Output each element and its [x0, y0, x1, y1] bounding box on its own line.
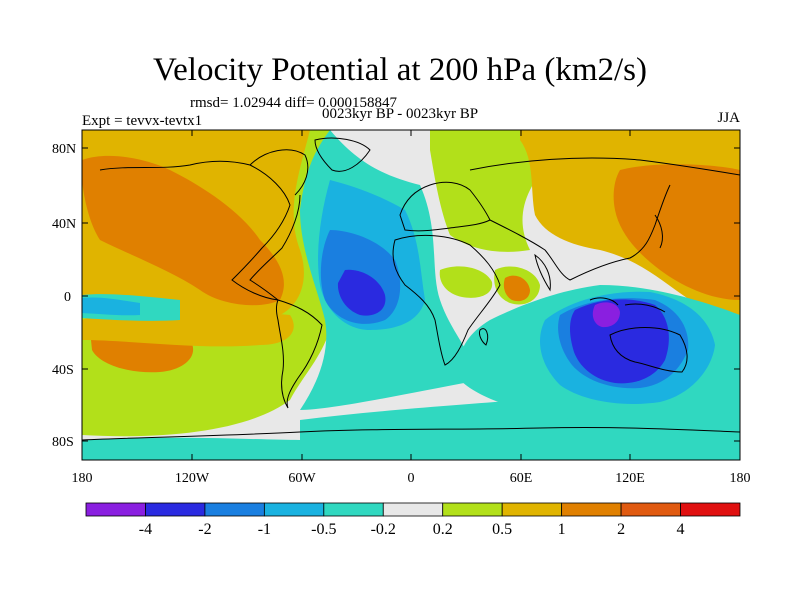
map-title: Velocity Potential at 200 hPa (km2/s): [152, 52, 648, 88]
colorbar-swatch: [263, 502, 325, 517]
lat-label-80s: 80S: [52, 435, 74, 450]
colorbar-swatch: [145, 502, 206, 517]
colorbar-swatch: [204, 502, 265, 517]
colorbar-label: -0.5: [311, 521, 336, 538]
experiment-text: Expt = tevvx-tevtx1: [82, 113, 203, 129]
colorbar-labels: -4 -2 -1 -0.5 -0.2 0.2 0.5 1 2 4: [139, 521, 685, 538]
colorbar-label: 2: [617, 521, 625, 538]
colorbar-swatch: [323, 502, 384, 517]
colorbar-label: -1: [258, 521, 271, 538]
period-text: 0023kyr BP - 0023kyr BP: [322, 106, 479, 122]
colorbar-swatch: [85, 502, 146, 517]
colorbar-swatch: [561, 502, 622, 517]
colorbar-swatch: [620, 502, 681, 517]
colorbar-swatch: [382, 502, 444, 517]
lon-label-180w: 180: [72, 471, 93, 486]
lon-label-0: 0: [408, 471, 415, 486]
lon-label-120w: 120W: [175, 471, 210, 486]
lon-label-180e: 180: [730, 471, 751, 486]
colorbar-label: 0.5: [492, 521, 512, 538]
stats-text: rmsd= 1.02944 diff= 0.000158847: [190, 95, 398, 111]
colorbar-label: -0.2: [371, 521, 396, 538]
colorbar-swatch: [680, 502, 741, 517]
lon-label-60e: 60E: [510, 471, 533, 486]
colorbar-label: 4: [677, 521, 685, 538]
contour-fill: [82, 130, 740, 460]
colorbar-swatch: [501, 502, 563, 517]
coastlines: [82, 137, 740, 441]
season-text: JJA: [717, 110, 740, 126]
lat-label-40n: 40N: [52, 217, 76, 232]
colorbar-label: 1: [558, 521, 566, 538]
colorbar-label: -2: [198, 521, 211, 538]
colorbar: [85, 502, 741, 517]
colorbar-swatch: [442, 502, 503, 517]
colorbar-label: -4: [139, 521, 152, 538]
lat-label-40s: 40S: [52, 363, 74, 378]
lon-label-120e: 120E: [615, 471, 645, 486]
axis-ticks: [81, 130, 741, 460]
lat-label-80n: 80N: [52, 142, 76, 157]
lon-label-60w: 60W: [288, 471, 316, 486]
lat-label-0: 0: [64, 290, 71, 305]
colorbar-label: 0.2: [433, 521, 453, 538]
